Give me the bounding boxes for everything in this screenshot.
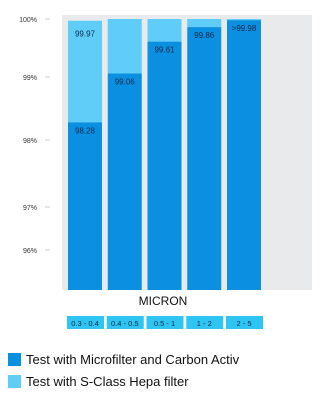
- bar-microfilter-segment: [147, 41, 182, 291]
- category-cell: [106, 316, 144, 329]
- bar-chart: 100% 99% 98% 97% 96% 98.28 99.97 0.3 - 0.4 99.06…: [19, 15, 312, 329]
- bar-hepa-segment: [147, 19, 182, 42]
- x-tick-label: 0.4 - 0.5: [111, 319, 139, 328]
- legend-label: Test with Microfilter and Carbon Activ: [26, 351, 240, 367]
- category-cell: [186, 316, 224, 329]
- data-label: 99.97: [75, 30, 96, 39]
- legend: Test with Microfilter and Carbon Activ Te…: [8, 350, 322, 394]
- legend-item: Test with Microfilter and Carbon Activ: [8, 350, 322, 368]
- legend-swatch: [8, 374, 21, 388]
- bar-hepa-segment: [107, 19, 142, 74]
- category-cell: [67, 316, 104, 329]
- category-cell: [146, 316, 184, 329]
- data-label: 99.06: [115, 78, 136, 87]
- legend-label: Test with S-Class Hepa filter: [26, 373, 189, 389]
- x-tick-label: 0.3 - 0.4: [71, 319, 99, 328]
- x-tick-label: 1 - 2: [197, 319, 212, 328]
- bar-hepa-segment: [187, 19, 222, 28]
- x-axis-label: MICRON: [139, 294, 188, 308]
- x-tick-label: 0.5 - 1: [154, 319, 175, 328]
- bar-microfilter-segment: [227, 20, 261, 290]
- bar-microfilter-segment: [187, 27, 222, 291]
- bar-microfilter-segment: [68, 122, 102, 290]
- plot-background: [62, 15, 312, 290]
- y-tick-label: 100%: [19, 17, 37, 24]
- bar-hepa-segment: [68, 20, 102, 123]
- y-tick-label: 96%: [23, 248, 37, 255]
- data-label: 98.28: [75, 126, 96, 135]
- data-label: 99.61: [154, 46, 175, 55]
- bar-microfilter-segment: [107, 73, 142, 291]
- bar-hepa-segment: [227, 19, 261, 21]
- y-tick-label: 99%: [23, 75, 37, 82]
- legend-swatch: [8, 352, 21, 366]
- category-cell: [226, 316, 263, 329]
- legend-item: Test with S-Class Hepa filter: [8, 372, 322, 390]
- y-tick-label: 98%: [23, 138, 37, 145]
- data-label: >99.98: [232, 24, 257, 33]
- x-tick-label: 2 - 5: [236, 319, 251, 328]
- y-tick-label: 97%: [23, 205, 37, 212]
- data-label: 99.86: [194, 31, 215, 40]
